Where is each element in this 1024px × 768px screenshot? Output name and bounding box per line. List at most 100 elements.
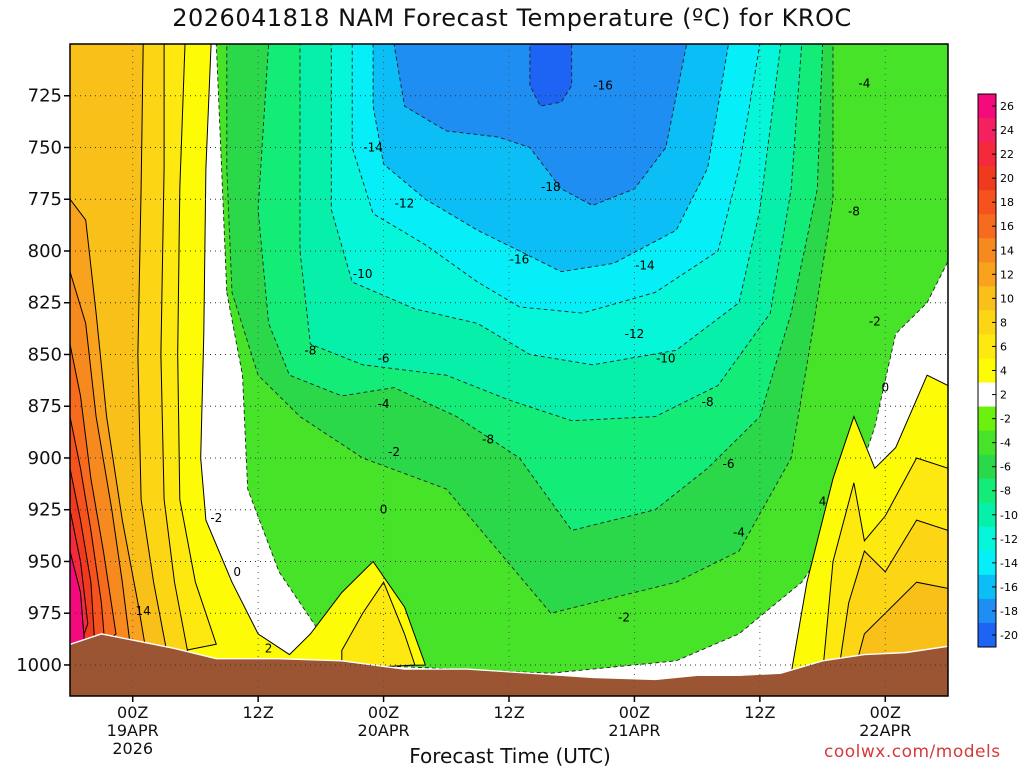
y-tick-label-750: 750 — [28, 137, 62, 158]
y-tick-label-900: 900 — [28, 448, 62, 469]
colorbar-swatch-8 — [978, 310, 996, 335]
colorbar-swatch-24 — [978, 118, 996, 143]
colorbar-swatch-minus8 — [978, 478, 996, 504]
contour-label-24: 0 — [881, 381, 889, 395]
colorbar-swatch-minus6 — [978, 454, 996, 480]
contour-label-8: -8 — [304, 343, 316, 357]
contour-label-12: -8 — [702, 395, 714, 409]
contour-label-21: -2 — [618, 610, 630, 624]
colorbar-label-minus18: -18 — [1000, 605, 1018, 618]
colorbar-swatch-4 — [978, 358, 996, 384]
x-tick-label-2: 00Z — [368, 703, 399, 722]
colorbar-label-minus12: -12 — [1000, 533, 1018, 546]
contour-label-14: -2 — [388, 445, 400, 459]
colorbar-swatch-20 — [978, 166, 996, 191]
x-tick-label-6: 00Z — [870, 703, 901, 722]
x-axis-label: Forecast Time (UTC) — [409, 744, 611, 768]
x-tick-label-4: 00Z — [619, 703, 650, 722]
colorbar-label-minus10: -10 — [1000, 509, 1018, 522]
contour-label-9: -6 — [378, 352, 390, 366]
contour-label-6: -10 — [353, 267, 373, 281]
contour-label-4: -16 — [510, 252, 530, 266]
contour-label-10: -10 — [656, 352, 676, 366]
colorbar-swatch-minus4 — [978, 430, 996, 456]
contour-label-5: -14 — [635, 258, 655, 272]
colorbar-swatch-minus14 — [978, 550, 996, 576]
colorbar-swatch-minus12 — [978, 526, 996, 552]
contour-label-16: -2 — [210, 511, 222, 525]
y-tick-label-725: 725 — [28, 86, 62, 107]
temperature-band-minus18 — [393, 44, 688, 206]
colorbar-label-26: 26 — [1000, 100, 1014, 113]
colorbar-swatch-14 — [978, 238, 996, 263]
x-tick-label-3: 12Z — [493, 703, 524, 722]
y-tick-label-800: 800 — [28, 241, 62, 262]
colorbar-swatch-18 — [978, 190, 996, 215]
y-tick-label-1000: 1000 — [16, 655, 62, 676]
contour-label-1: -14 — [363, 140, 383, 154]
contour-label-11: -4 — [378, 397, 390, 411]
colorbar-label-4: 4 — [1000, 365, 1007, 378]
contour-label-0: -16 — [593, 78, 613, 92]
colorbar-swatch-minus2 — [978, 406, 996, 432]
colorbar-label-22: 22 — [1000, 148, 1014, 161]
x-tick-date-2: 20APR — [358, 721, 410, 740]
contour-label-17: 0 — [380, 503, 388, 517]
colorbar-label-minus14: -14 — [1000, 557, 1018, 570]
colorbar-label-minus4: -4 — [1000, 437, 1011, 450]
colorbar-swatch-16 — [978, 214, 996, 239]
colorbar-label-minus6: -6 — [1000, 461, 1011, 474]
colorbar-frame — [977, 93, 997, 648]
contour-label-7: -12 — [625, 327, 645, 341]
colorbar-label-minus20: -20 — [1000, 629, 1018, 642]
colorbar-swatch-minus10 — [978, 502, 996, 528]
colorbar-label-6: 6 — [1000, 340, 1007, 353]
plot-area: -16 -14 -18 -12 -16 -14 -10 -12 -8 -6 -10 -4 -8 -8 -2 -… — [70, 44, 948, 696]
colorbar-swatch-2 — [978, 382, 996, 408]
contour-label-20: 14 — [136, 604, 151, 618]
contour-label-27: -8 — [848, 205, 860, 219]
colorbar-label-minus2: -2 — [1000, 413, 1011, 426]
temperature-band-minus20 — [529, 44, 573, 107]
y-tick-label-850: 850 — [28, 344, 62, 365]
contour-label-25: -2 — [869, 314, 881, 328]
colorbar-swatch-12 — [978, 262, 996, 287]
colorbar-swatch-26 — [978, 94, 996, 119]
y-tick-label-950: 950 — [28, 551, 62, 572]
colorbar-label-minus8: -8 — [1000, 485, 1011, 498]
y-tick-label-975: 975 — [28, 603, 62, 624]
colorbar-swatch-minus20 — [978, 622, 996, 648]
colorbar-label-minus16: -16 — [1000, 581, 1018, 594]
colorbar-label-8: 8 — [1000, 316, 1007, 329]
contour-label-23: 4 — [819, 494, 827, 508]
colorbar-swatch-minus18 — [978, 598, 996, 624]
y-tick-label-825: 825 — [28, 293, 62, 314]
terrain-fill — [70, 633, 948, 696]
colorbar-label-12: 12 — [1000, 268, 1014, 281]
y-tick-label-875: 875 — [28, 396, 62, 417]
x-tick-label-1: 12Z — [242, 703, 273, 722]
colorbar-label-2: 2 — [1000, 389, 1007, 402]
x-tick-year-0: 2026 — [112, 739, 153, 758]
y-tick-label-925: 925 — [28, 500, 62, 521]
contour-label-18: -4 — [733, 525, 745, 539]
terrain-surface-line — [70, 633, 948, 681]
y-tick-label-775: 775 — [28, 189, 62, 210]
contour-label-3: -12 — [395, 196, 415, 210]
x-tick-label-5: 12Z — [744, 703, 775, 722]
colorbar-label-24: 24 — [1000, 124, 1014, 137]
colorbar-label-10: 10 — [1000, 292, 1014, 305]
colorbar-label-20: 20 — [1000, 172, 1014, 185]
colorbar-swatch-6 — [978, 334, 996, 359]
colorbar-label-14: 14 — [1000, 244, 1014, 257]
contour-label-22: 2 — [265, 641, 273, 655]
x-tick-date-0: 19APR — [107, 721, 159, 740]
contour-label-13: -8 — [482, 432, 494, 446]
colorbar-swatch-22 — [978, 142, 996, 167]
source-credit-link[interactable]: coolwx.com/models — [824, 742, 1001, 762]
chart-title: 2026041818 NAM Forecast Temperature (ºC)… — [172, 4, 852, 32]
contour-label-26: -4 — [858, 76, 870, 90]
contour-label-2: -18 — [541, 180, 561, 194]
colorbar-swatch-10 — [978, 286, 996, 311]
